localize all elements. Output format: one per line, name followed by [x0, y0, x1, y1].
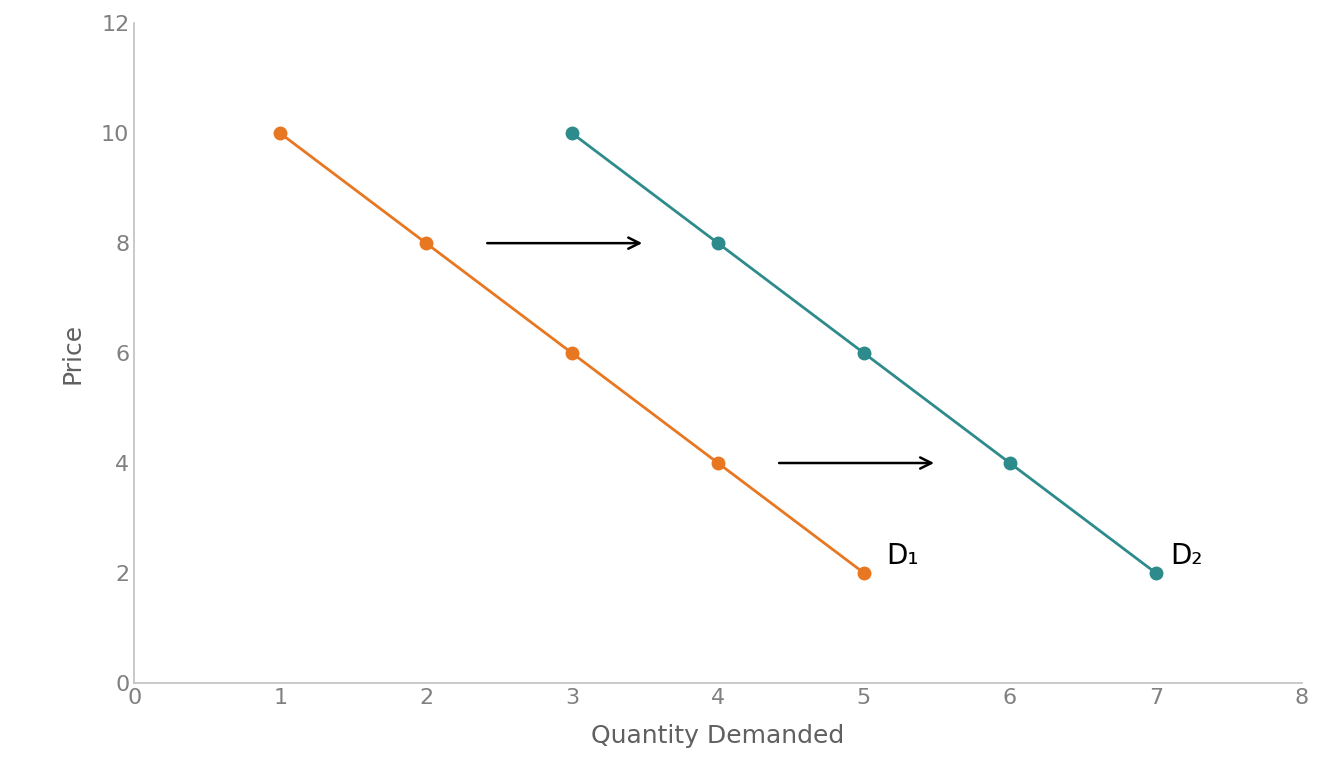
Y-axis label: Price: Price — [60, 323, 85, 383]
X-axis label: Quantity Demanded: Quantity Demanded — [592, 725, 844, 748]
Text: D₂: D₂ — [1170, 542, 1202, 570]
Text: D₁: D₁ — [886, 542, 918, 570]
